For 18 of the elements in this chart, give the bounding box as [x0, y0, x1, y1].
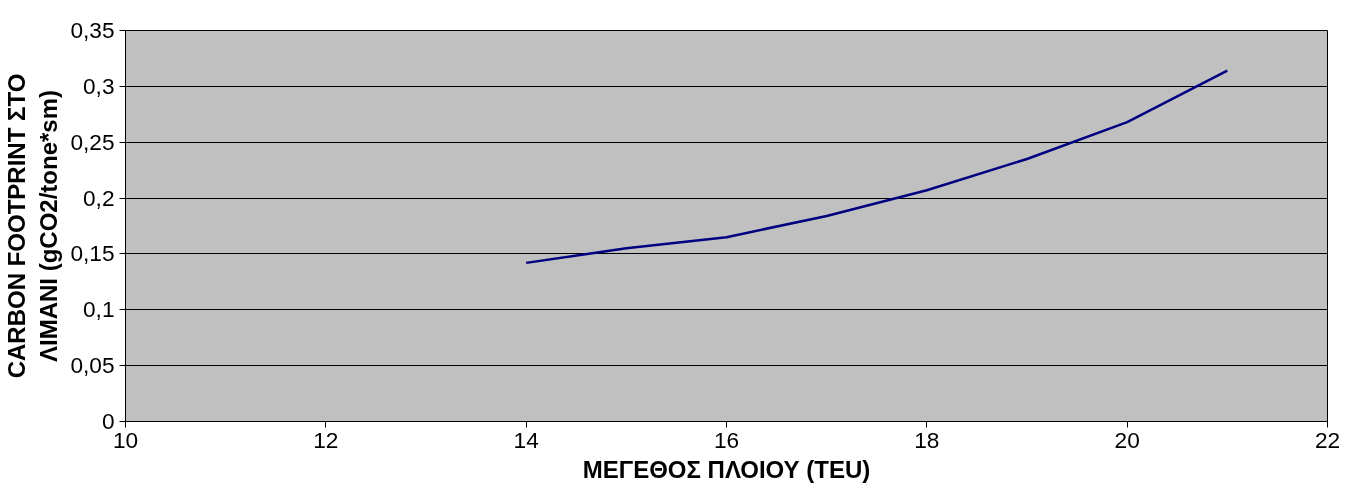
x-tick-label: 22: [1314, 426, 1341, 453]
y-tick-label: 0,25: [70, 128, 115, 155]
x-tick-label: 12: [313, 426, 339, 453]
y-tick-label: 0,35: [70, 17, 115, 43]
x-tick-label: 14: [513, 426, 539, 453]
x-tick-label: 20: [1114, 426, 1140, 453]
y-tick-label: 0,05: [70, 352, 115, 379]
x-axis-title: ΜΕΓΕΘΟΣ ΠΛΟΙΟΥ (TEU): [582, 455, 871, 483]
x-tick-label: 18: [914, 426, 940, 453]
y-tick-label: 0,3: [83, 72, 115, 99]
y-axis-title: CARBON FOOTPRINT ΣΤΟ ΛΙΜΑΝΙ (gCO2/tone*sm): [3, 73, 63, 379]
x-tick-label: 16: [713, 426, 740, 453]
x-tick-label: 10: [112, 426, 139, 453]
y-tick-label: 0,1: [83, 296, 115, 323]
y-tick-label: 0: [101, 408, 115, 434]
y-tick-label: 0,15: [70, 240, 115, 267]
line-series: [524, 69, 1229, 265]
y-tick-label: 0,2: [83, 184, 115, 211]
